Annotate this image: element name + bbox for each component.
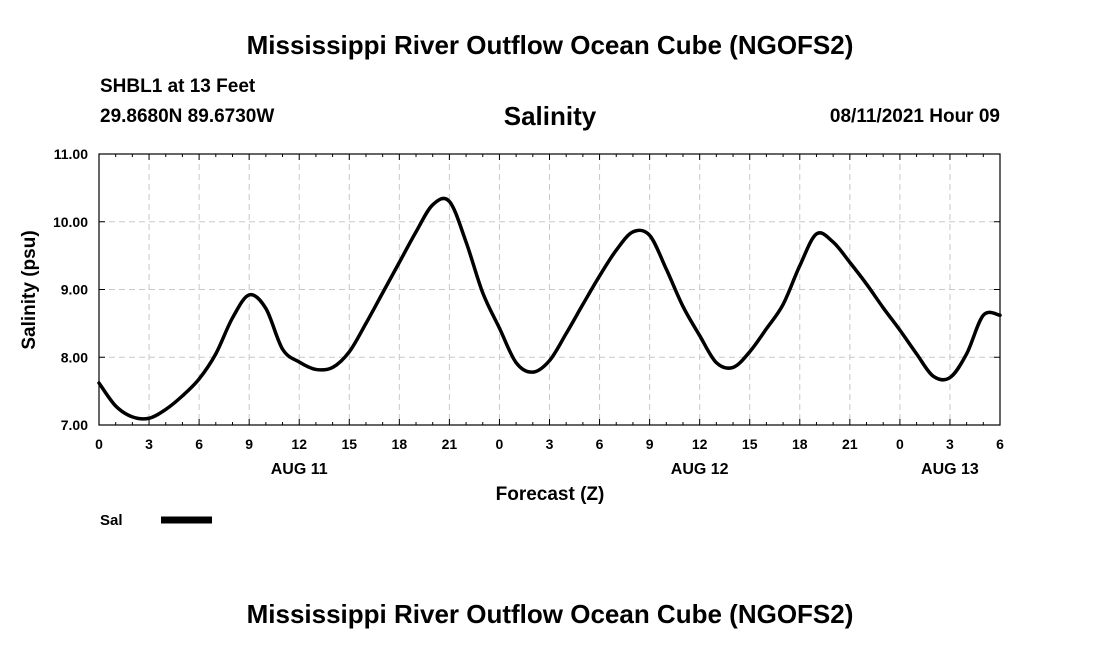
x-tick-label: 9 <box>245 436 253 452</box>
date-label: AUG 13 <box>921 461 979 478</box>
variable-title: Salinity <box>503 101 597 131</box>
station-coordinates: 29.8680N 89.6730W <box>100 106 275 127</box>
y-axis-label: Salinity (psu) <box>19 230 40 349</box>
x-tick-label: 3 <box>145 436 153 452</box>
x-tick-label: 12 <box>692 436 708 452</box>
x-tick-label: 0 <box>496 436 504 452</box>
x-tick-label: 3 <box>946 436 954 452</box>
x-tick-label: 6 <box>596 436 604 452</box>
chart-title-bottom: Mississippi River Outflow Ocean Cube (NG… <box>246 599 854 629</box>
legend-label: Sal <box>100 512 123 529</box>
x-tick-label: 6 <box>195 436 203 452</box>
x-tick-label: 12 <box>291 436 307 452</box>
x-tick-label: 15 <box>742 436 758 452</box>
date-label: AUG 12 <box>671 461 729 478</box>
y-tick-label: 11.00 <box>54 146 88 162</box>
x-tick-label: 0 <box>95 436 103 452</box>
x-tick-label: 15 <box>341 436 357 452</box>
series-line-sal <box>97 196 1002 421</box>
y-tick-label: 8.00 <box>61 349 88 365</box>
x-tick-label: 6 <box>996 436 1004 452</box>
chart-title-top: Mississippi River Outflow Ocean Cube (NG… <box>246 30 854 60</box>
y-tick-label: 9.00 <box>61 282 88 298</box>
x-tick-label: 3 <box>546 436 554 452</box>
plot-frame <box>98 153 1001 426</box>
date-label: AUG 11 <box>271 461 328 478</box>
x-tick-label: 9 <box>646 436 654 452</box>
x-tick-label: 21 <box>842 436 858 452</box>
x-axis-label: Forecast (Z) <box>496 484 605 505</box>
x-tick-label: 0 <box>896 436 904 452</box>
station-label: SHBL1 at 13 Feet <box>100 76 256 97</box>
forecast-datetime: 08/11/2021 Hour 09 <box>829 106 1000 127</box>
y-tick-label: 7.00 <box>61 417 88 433</box>
y-tick-label: 10.00 <box>53 214 88 230</box>
x-tick-label: 18 <box>392 436 408 452</box>
x-tick-label: 18 <box>792 436 808 452</box>
x-tick-label: 21 <box>442 436 458 452</box>
